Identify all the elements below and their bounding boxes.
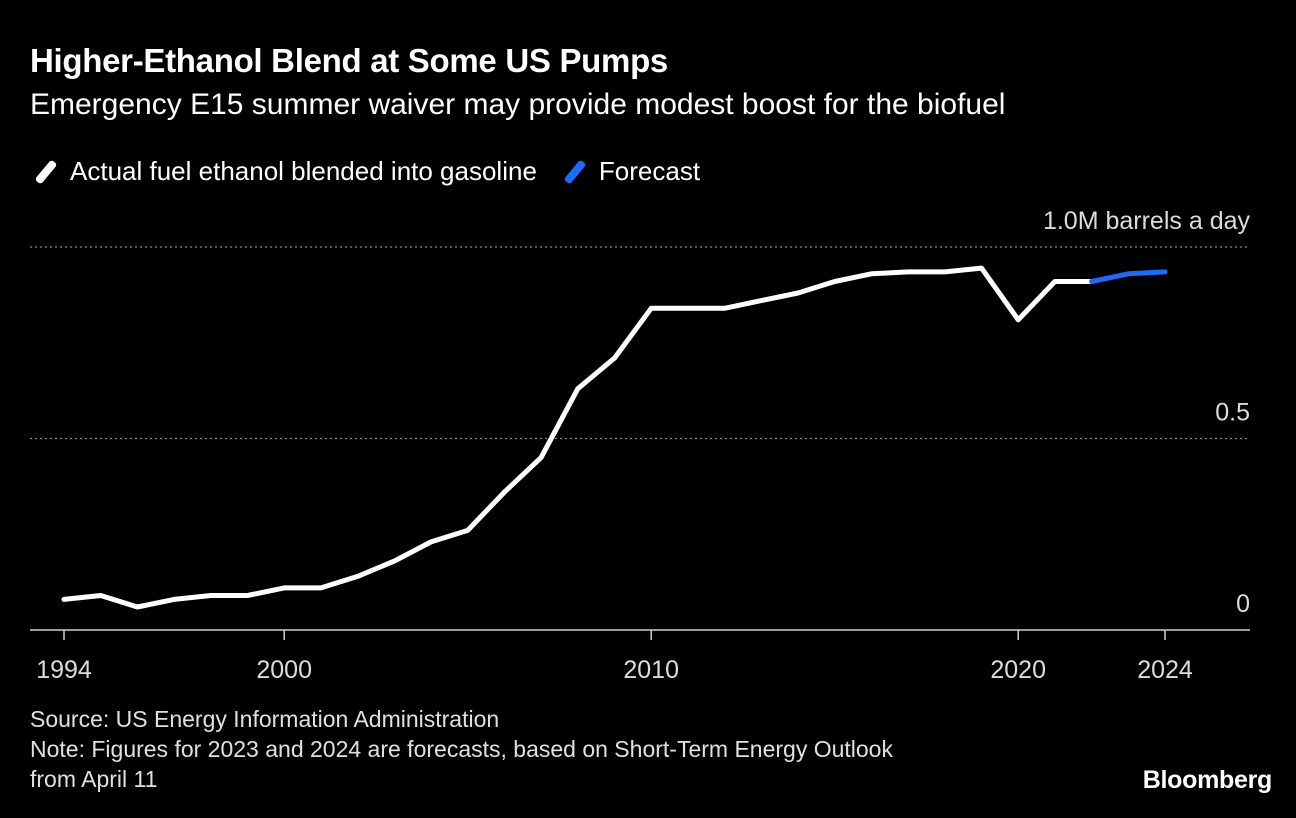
x-tick-label-1: 2000 — [256, 656, 312, 684]
y-tick-label-1: 0.5 — [1215, 399, 1250, 427]
legend-item-forecast: Forecast — [559, 156, 700, 187]
y-tick-label-2: 0 — [1236, 590, 1250, 618]
legend-label-actual: Actual fuel ethanol blended into gasolin… — [70, 156, 537, 186]
bloomberg-logo: Bloomberg — [1142, 766, 1273, 794]
chart-subtitle: Emergency E15 summer waiver may provide … — [30, 88, 1006, 121]
series-line-forecast — [1089, 269, 1168, 284]
x-tick-label-3: 2020 — [990, 656, 1046, 684]
line-chart: 1.0M barrels a day 0.5 0 1994 2000 2010 2020 20… — [30, 207, 1251, 684]
y-tick-label-0: 1.0M barrels a day — [1043, 207, 1251, 235]
legend-item-actual: Actual fuel ethanol blended into gasolin… — [30, 156, 537, 187]
x-tick-label-4: 2024 — [1137, 656, 1193, 684]
legend-swatch-actual — [34, 158, 58, 185]
forecast-note-line2: from April 11 — [30, 766, 158, 792]
chart-title: Higher-Ethanol Blend at Some US Pumps — [30, 42, 668, 79]
legend-swatch-forecast — [563, 158, 587, 185]
x-tick-label-2: 2010 — [623, 656, 679, 684]
footer: Source: US Energy Information Administra… — [30, 704, 893, 794]
legend: Actual fuel ethanol blended into gasolin… — [30, 156, 722, 187]
forecast-note-line1: Note: Figures for 2023 and 2024 are fore… — [30, 736, 893, 762]
x-tick-label-0: 1994 — [36, 656, 92, 684]
legend-label-forecast: Forecast — [598, 156, 701, 186]
series-line-actual — [61, 265, 1095, 610]
source-note: Source: US Energy Information Administra… — [30, 706, 500, 732]
